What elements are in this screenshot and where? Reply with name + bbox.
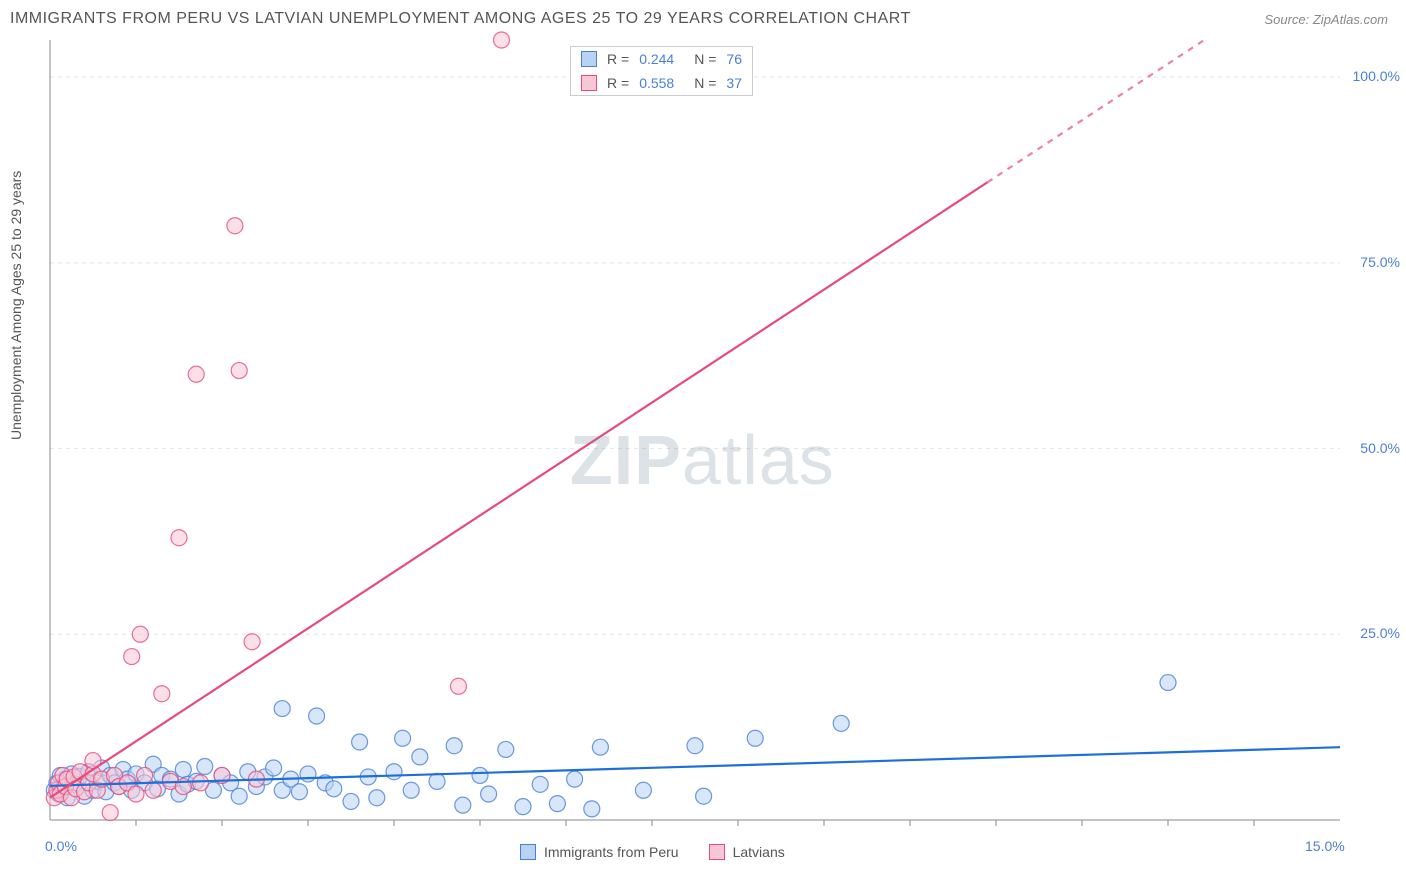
source-label: Source: ZipAtlas.com	[1264, 12, 1388, 27]
legend-series-label: Immigrants from Peru	[544, 844, 679, 860]
x-axis-min-label: 0.0%	[45, 838, 77, 854]
legend-swatch	[520, 844, 536, 860]
legend-swatch	[581, 51, 597, 67]
correlation-scatter-chart	[0, 0, 1406, 892]
legend-correlation-row: R =0.558N =37	[571, 71, 752, 95]
x-axis-max-label: 15.0%	[1305, 838, 1345, 854]
y-tick-label: 100.0%	[1340, 68, 1400, 84]
y-tick-label: 25.0%	[1340, 625, 1400, 641]
chart-title: IMMIGRANTS FROM PERU VS LATVIAN UNEMPLOY…	[10, 10, 911, 28]
y-tick-label: 50.0%	[1340, 440, 1400, 456]
legend-swatch	[581, 75, 597, 91]
y-axis-label: Unemployment Among Ages 25 to 29 years	[8, 171, 24, 440]
legend-swatch	[709, 844, 725, 860]
legend-correlation-box: R =0.244N =76R =0.558N =37	[570, 46, 753, 96]
legend-correlation-row: R =0.244N =76	[571, 47, 752, 71]
legend-series: Immigrants from Peru Latvians	[520, 844, 785, 860]
y-tick-label: 75.0%	[1340, 254, 1400, 270]
legend-series-item: Immigrants from Peru	[520, 844, 679, 860]
legend-series-label: Latvians	[733, 844, 785, 860]
legend-series-item: Latvians	[709, 844, 785, 860]
